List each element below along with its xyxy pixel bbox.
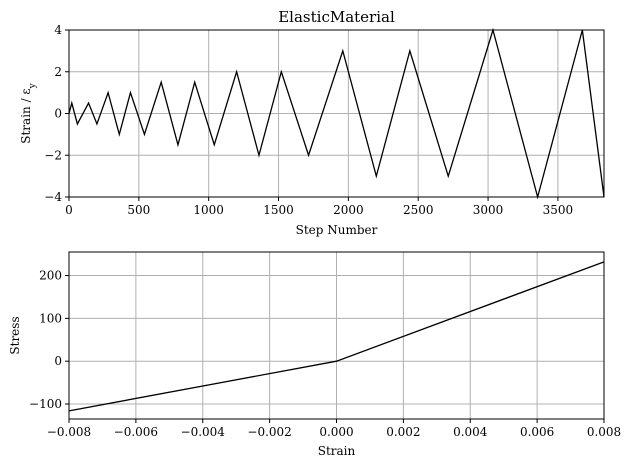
y-tick-label: −2 xyxy=(44,148,62,162)
x-tick-label: 0.000 xyxy=(319,425,353,439)
y-tick-label: −4 xyxy=(44,190,62,204)
x-tick-label: 0.002 xyxy=(386,425,420,439)
x-tick-label: −0.006 xyxy=(114,425,158,439)
x-tick-label: 2000 xyxy=(333,203,364,217)
y-axis-label: Strain / εy xyxy=(19,82,38,143)
x-tick-label: 0.004 xyxy=(453,425,488,439)
x-tick-label: 1500 xyxy=(263,203,294,217)
x-tick-label: 2500 xyxy=(403,203,434,217)
plot-frame xyxy=(68,29,605,198)
plot-frame xyxy=(68,251,605,420)
x-tick-label: 1000 xyxy=(193,203,224,217)
y-tick-label: −100 xyxy=(29,397,62,411)
y-tick-label: 200 xyxy=(39,269,62,283)
x-tick-label: 0 xyxy=(65,203,73,217)
grid xyxy=(68,29,604,198)
x-tick-label: 0.008 xyxy=(587,425,621,439)
x-tick-label: 500 xyxy=(127,203,150,217)
y-tick-label: 0 xyxy=(54,107,62,121)
y-tick-label: 0 xyxy=(54,354,62,368)
tick-group: −0.008 −0.006 −0.004 −0.002 0.000 0.002 0.004 0… xyxy=(29,269,621,439)
x-axis-label: Strain xyxy=(318,444,356,458)
x-tick-label: −0.008 xyxy=(47,425,91,439)
stress-strain-plot: −0.008 −0.006 −0.004 −0.002 0.000 0.002 0.004 0… xyxy=(8,251,621,458)
series-line xyxy=(68,261,605,412)
y-tick-label: 100 xyxy=(39,311,62,325)
x-tick-label: −0.004 xyxy=(181,425,226,439)
series-group xyxy=(68,261,605,412)
x-axis-label: Step Number xyxy=(296,223,378,237)
tick-group: 0 500 1000 1500 2000 2500 3000 3500 −4 −2 0 2 4 xyxy=(44,23,573,217)
series-line xyxy=(68,27,605,200)
y-axis-label: Stress xyxy=(8,316,22,354)
series-group xyxy=(68,27,605,200)
x-tick-label: 0.006 xyxy=(520,425,554,439)
y-tick-label: 2 xyxy=(54,65,62,79)
x-tick-label: 3500 xyxy=(543,203,574,217)
chart-title: ElasticMaterial xyxy=(278,8,395,26)
y-tick-label: 4 xyxy=(54,23,62,37)
x-tick-label: 3000 xyxy=(473,203,504,217)
strain-history-plot: ElasticMaterial 0 500 1000 1500 2000 2500 3000… xyxy=(19,8,605,237)
grid xyxy=(68,252,605,419)
x-tick-label: −0.002 xyxy=(247,425,291,439)
